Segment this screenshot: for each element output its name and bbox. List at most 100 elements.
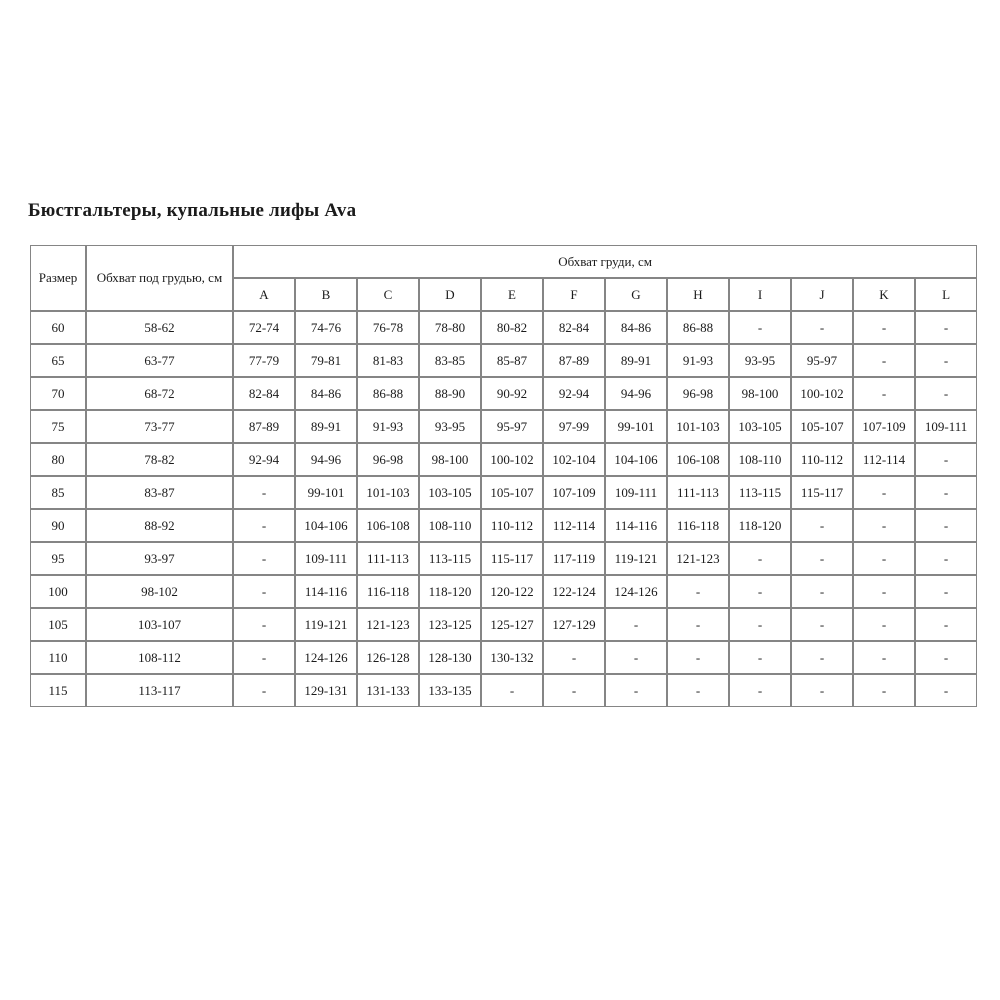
cup-cell: 109-111	[915, 410, 978, 443]
cup-cell: -	[667, 575, 729, 608]
size-cell: 75	[30, 410, 86, 443]
table-row: 65 63-77 77-79 79-81 81-83 83-85 85-87 87-89 89-…	[30, 344, 978, 377]
cup-cell: -	[853, 575, 915, 608]
cup-cell: -	[543, 674, 605, 707]
cup-cell: 106-108	[357, 509, 419, 542]
cup-cell: -	[915, 641, 978, 674]
cup-cell: 95-97	[481, 410, 543, 443]
cup-cell: -	[853, 311, 915, 344]
cup-cell: 84-86	[605, 311, 667, 344]
cup-cell: 101-103	[667, 410, 729, 443]
size-cell: 80	[30, 443, 86, 476]
cup-cell: -	[605, 674, 667, 707]
cup-cell: 102-104	[543, 443, 605, 476]
cup-cell: -	[481, 674, 543, 707]
cup-column-header: K	[853, 278, 915, 311]
cup-cell: -	[729, 674, 791, 707]
underbust-cell: 63-77	[86, 344, 233, 377]
cup-cell: 96-98	[667, 377, 729, 410]
cup-cell: -	[791, 311, 853, 344]
cup-cell: 123-125	[419, 608, 481, 641]
cup-cell: -	[729, 311, 791, 344]
underbust-cell: 88-92	[86, 509, 233, 542]
table-row: 80 78-82 92-94 94-96 96-98 98-100 100-102 102-1…	[30, 443, 978, 476]
cup-cell: 107-109	[543, 476, 605, 509]
cup-cell: 72-74	[233, 311, 295, 344]
cup-cell: -	[791, 608, 853, 641]
table-row: 85 83-87-99-101 101-103 103-105 105-107 107-1…	[30, 476, 978, 509]
cup-cell: 99-101	[295, 476, 357, 509]
cup-cell: 89-91	[295, 410, 357, 443]
underbust-cell: 103-107	[86, 608, 233, 641]
underbust-cell: 98-102	[86, 575, 233, 608]
cup-cell: 121-123	[667, 542, 729, 575]
cup-cell: -	[729, 542, 791, 575]
underbust-cell: 68-72	[86, 377, 233, 410]
cup-cell: -	[915, 509, 978, 542]
cup-cell: 104-106	[605, 443, 667, 476]
cup-cell: 95-97	[791, 344, 853, 377]
cup-cell: -	[605, 641, 667, 674]
cup-cell: -	[233, 575, 295, 608]
cup-cell: 114-116	[295, 575, 357, 608]
cup-cell: -	[915, 608, 978, 641]
cup-cell: -	[729, 641, 791, 674]
cup-cell: -	[791, 542, 853, 575]
cup-cell: 86-88	[357, 377, 419, 410]
cup-cell: 86-88	[667, 311, 729, 344]
table-row: 105 103-107-119-121 121-123 123-125 125-127 1…	[30, 608, 978, 641]
cup-cell: 90-92	[481, 377, 543, 410]
cup-column-header: B	[295, 278, 357, 311]
cup-column-header: I	[729, 278, 791, 311]
cup-cell: 98-100	[729, 377, 791, 410]
cup-cell: 124-126	[605, 575, 667, 608]
cup-cell: -	[915, 542, 978, 575]
cup-column-header: D	[419, 278, 481, 311]
cup-cell: 115-117	[481, 542, 543, 575]
cup-cell: 115-117	[791, 476, 853, 509]
cup-cell: 118-120	[729, 509, 791, 542]
cup-cell: -	[667, 641, 729, 674]
cup-cell: 118-120	[419, 575, 481, 608]
cup-cell: 131-133	[357, 674, 419, 707]
cup-cell: -	[915, 674, 978, 707]
cup-cell: 125-127	[481, 608, 543, 641]
cup-column-header: C	[357, 278, 419, 311]
cup-cell: -	[915, 377, 978, 410]
cup-cell: 121-123	[357, 608, 419, 641]
underbust-cell: 108-112	[86, 641, 233, 674]
cup-cell: 82-84	[233, 377, 295, 410]
cup-column-header: E	[481, 278, 543, 311]
cup-cell: -	[853, 641, 915, 674]
cup-cell: 85-87	[481, 344, 543, 377]
cup-cell: 80-82	[481, 311, 543, 344]
cup-cell: -	[233, 608, 295, 641]
cup-cell: 112-114	[853, 443, 915, 476]
cup-cell: 91-93	[357, 410, 419, 443]
cup-cell: -	[543, 641, 605, 674]
cup-cell: -	[791, 674, 853, 707]
cup-cell: -	[667, 674, 729, 707]
cup-cell: 94-96	[295, 443, 357, 476]
size-cell: 90	[30, 509, 86, 542]
size-table: Размер Обхват под грудью, см Обхват груд…	[30, 245, 978, 707]
cup-cell: 119-121	[605, 542, 667, 575]
cup-cell: -	[233, 542, 295, 575]
cup-cell: -	[915, 476, 978, 509]
underbust-cell: 93-97	[86, 542, 233, 575]
table-row: 95 93-97-109-111 111-113 113-115 115-117 117-…	[30, 542, 978, 575]
cup-cell: 88-90	[419, 377, 481, 410]
cup-cell: 89-91	[605, 344, 667, 377]
size-cell: 100	[30, 575, 86, 608]
cup-cell: -	[853, 476, 915, 509]
cup-cell: -	[233, 509, 295, 542]
table-row: 115 113-117-129-131 131-133 133-135- - - - - - - -	[30, 674, 978, 707]
size-cell: 70	[30, 377, 86, 410]
cup-cell: 81-83	[357, 344, 419, 377]
cup-cell: -	[605, 608, 667, 641]
table-row: 60 58-62 72-74 74-76 76-78 78-80 80-82 82-84 84-…	[30, 311, 978, 344]
cup-cell: -	[853, 344, 915, 377]
underbust-cell: 58-62	[86, 311, 233, 344]
